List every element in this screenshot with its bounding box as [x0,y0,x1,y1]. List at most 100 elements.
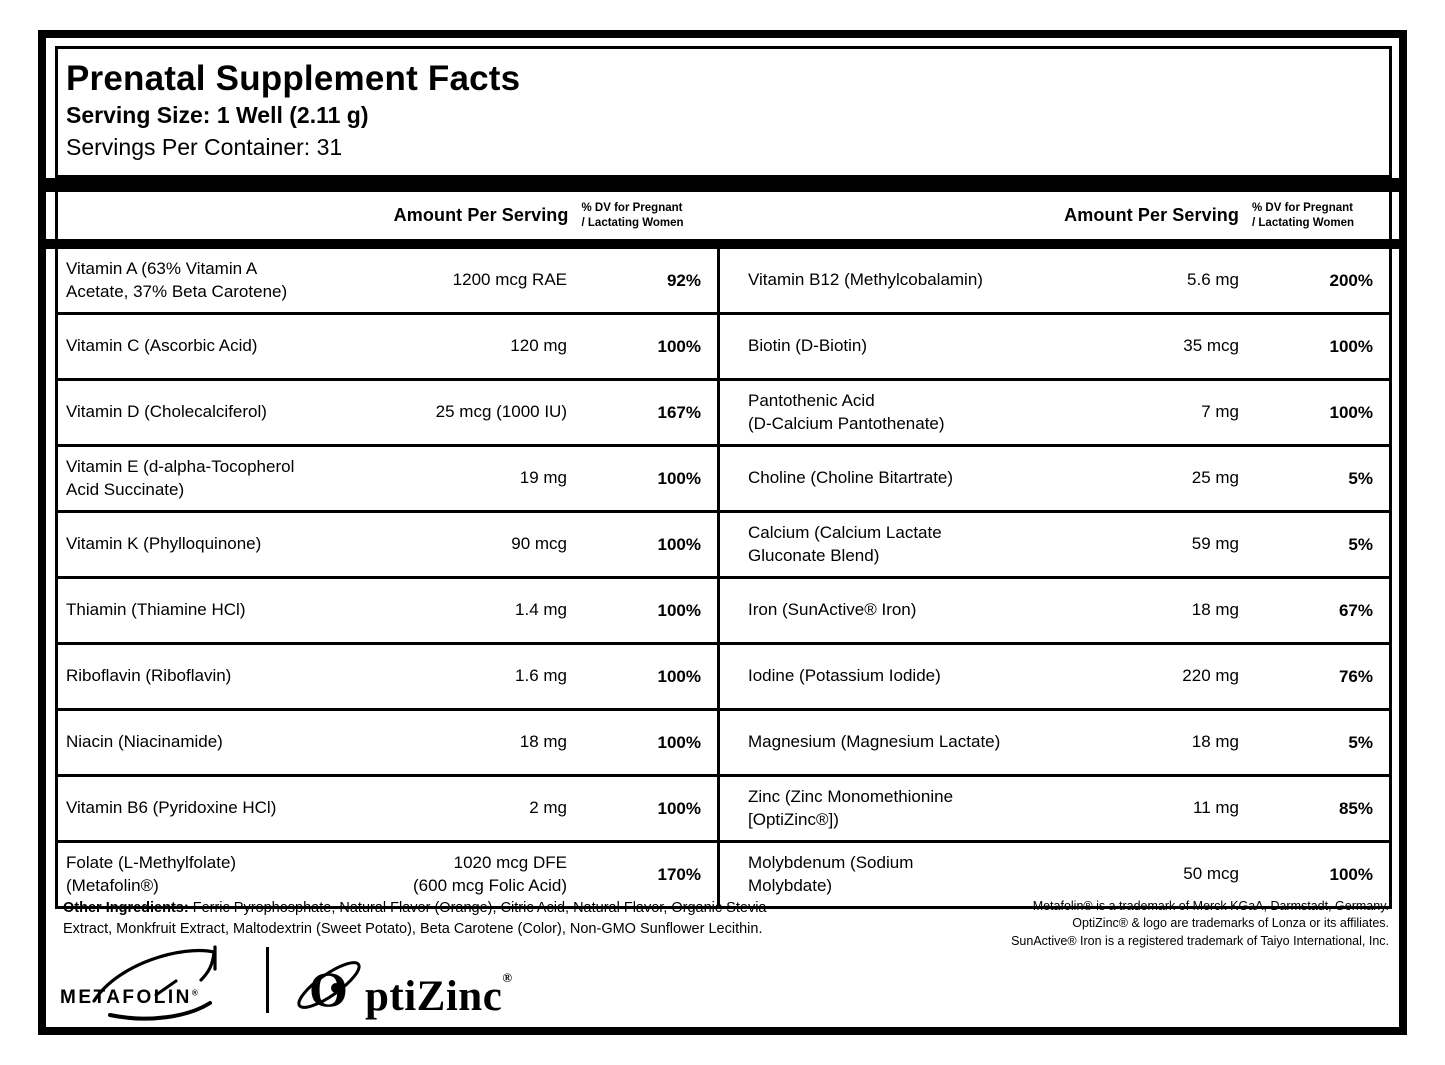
nutrient-dv: 5% [1348,732,1373,752]
nutrient-name: Magnesium (Magnesium Lactate) [748,732,1001,752]
nutrient-dv: 5% [1348,534,1373,554]
table-cell-right: Magnesium (Magnesium Lactate) 18 mg 5% [720,711,1389,774]
nutrient-amount: 2 mg [529,798,567,818]
table-cell-right: Iodine (Potassium Iodide) 220 mg 76% [720,645,1389,708]
amount-per-serving-header: Amount Per Serving [1064,205,1240,225]
nutrient-name: Vitamin K (Phylloquinone) [66,534,262,554]
metafolin-leaf-icon [92,945,217,1021]
table-row: Vitamin D (Cholecalciferol) 25 mcg (1000… [58,378,1389,444]
table-row: Folate (L-Methylfolate) (Metafolin®) 102… [58,840,1389,906]
nutrient-amount: 1.4 mg [515,600,567,620]
nutrient-amount: 50 mcg [1183,864,1239,884]
metafolin-wordmark: METAFOLIN® [60,987,198,1008]
center-divider [717,711,720,774]
table-cell-left: Folate (L-Methylfolate) (Metafolin®) 102… [58,843,717,906]
nutrient-dv: 100% [657,600,701,620]
label-outer-frame: Prenatal Supplement Facts Serving Size: … [38,30,1407,1035]
table-row: Thiamin (Thiamine HCl) 1.4 mg 100% Iron … [58,576,1389,642]
nutrient-amount: 18 mg [519,732,567,752]
nutrient-amount: 1020 mcg DFE (600 mcg Folic Acid) [413,853,567,895]
table-cell-left: Vitamin C (Ascorbic Acid) 120 mg 100% [58,315,717,378]
nutrient-dv: 200% [1329,270,1373,290]
table-cell-right: Biotin (D-Biotin) 35 mcg 100% [720,315,1389,378]
table-cell-left: Riboflavin (Riboflavin) 1.6 mg 100% [58,645,717,708]
other-ingredients-label: Other Ingredients: [63,900,189,916]
nutrient-dv: 100% [1329,336,1373,356]
trademark-notes: Metafolin® is a trademark of Merck KGaA,… [969,898,1389,950]
label-header: Prenatal Supplement Facts Serving Size: … [55,46,1392,178]
center-divider [717,381,720,444]
nutrient-name: Zinc (Zinc Monomethionine [OptiZinc®]) [748,787,954,829]
nutrient-amount: 18 mg [1191,600,1239,620]
table-cell-left: Vitamin D (Cholecalciferol) 25 mcg (1000… [58,381,717,444]
serving-size: Serving Size: 1 Well (2.11 g) [66,102,369,129]
nutrient-dv: 167% [657,402,701,422]
other-ingredients-text: Ferric Pyrophosphate, Natural Flavor (Or… [63,900,767,938]
nutrient-amount: 25 mcg (1000 IU) [435,402,567,422]
nutrient-name: Iron (SunActive® Iron) [748,600,917,620]
nutrient-name: Vitamin A (63% Vitamin A Acetate, 37% Be… [66,259,288,301]
nutrient-name: Folate (L-Methylfolate) (Metafolin®) [66,853,237,895]
nutrient-dv: 100% [657,468,701,488]
table-cell-right: Choline (Choline Bitartrate) 25 mg 5% [720,447,1389,510]
dv-header-line2: / Lactating Women [1252,216,1355,229]
center-divider [717,579,720,642]
metafolin-logo: METAFOLIN® [60,943,260,1023]
nutrient-dv: 170% [657,864,701,884]
nutrient-name: Biotin (D-Biotin) [748,336,868,356]
nutrient-amount: 35 mcg [1183,336,1239,356]
nutrient-amount: 120 mg [510,336,567,356]
servings-per-container: Servings Per Container: 31 [66,133,343,160]
nutrient-amount: 18 mg [1191,732,1239,752]
table-cell-left: Vitamin B6 (Pyridoxine HCl) 2 mg 100% [58,777,717,840]
dv-header-line1: % DV for Pregnant [581,201,683,214]
nutrient-name: Vitamin B12 (Methylcobalamin) [748,270,983,290]
nutrient-amount: 19 mg [519,468,567,488]
nutrient-amount: 5.6 mg [1187,270,1239,290]
registered-mark: ® [502,970,513,985]
nutrient-dv: 100% [1329,864,1373,884]
page-title: Prenatal Supplement Facts [66,59,521,98]
nutrient-amount: 7 mg [1201,402,1239,422]
table-cell-right: Zinc (Zinc Monomethionine [OptiZinc®]) 1… [720,777,1389,840]
optizinc-orbit-o-icon: O [297,961,361,1017]
table-row: Niacin (Niacinamide) 18 mg 100% Magnesiu… [58,708,1389,774]
table-row: Vitamin K (Phylloquinone) 90 mcg 100% Ca… [58,510,1389,576]
column-header-right: Amount Per Serving % DV for Pregnant / L… [722,192,1390,239]
trademark-line: OptiZinc® & logo are trademarks of Lonza… [1072,916,1389,931]
nutrient-dv: 100% [657,336,701,356]
nutrient-amount: 220 mg [1182,666,1239,686]
thick-divider-columns [46,239,1399,249]
nutrient-name: Choline (Choline Bitartrate) [748,468,954,488]
column-header-left: Amount Per Serving % DV for Pregnant / L… [58,192,719,239]
table-cell-right: Vitamin B12 (Methylcobalamin) 5.6 mg 200… [720,249,1389,312]
nutrient-name: Calcium (Calcium Lactate Gluconate Blend… [748,523,942,565]
dv-header: % DV for Pregnant / Lactating Women [569,201,719,231]
nutrient-dv: 100% [1329,402,1373,422]
nutrient-name: Pantothenic Acid (D-Calcium Pantothenate… [748,391,945,433]
nutrient-dv: 92% [666,270,701,290]
supplement-table: Vitamin A (63% Vitamin A Acetate, 37% Be… [55,249,1392,909]
nutrient-name: Riboflavin (Riboflavin) [66,666,232,686]
center-divider [717,249,720,312]
nutrient-name: Vitamin C (Ascorbic Acid) [66,336,258,356]
nutrient-dv: 5% [1348,468,1373,488]
optizinc-wordmark: ptiZinc® [365,970,513,1020]
center-divider [717,645,720,708]
table-row: Vitamin C (Ascorbic Acid) 120 mg 100% Bi… [58,312,1389,378]
dv-header-line2: / Lactating Women [581,216,684,229]
center-divider [717,315,720,378]
nutrient-name: Iodine (Potassium Iodide) [748,666,941,686]
brand-logos: METAFOLIN® O ptiZinc® [60,943,513,1023]
amount-per-serving-header: Amount Per Serving [393,205,569,225]
table-cell-left: Niacin (Niacinamide) 18 mg 100% [58,711,717,774]
table-cell-right: Iron (SunActive® Iron) 18 mg 67% [720,579,1389,642]
center-divider [717,513,720,576]
nutrient-amount: 25 mg [1191,468,1239,488]
table-cell-left: Thiamin (Thiamine HCl) 1.4 mg 100% [58,579,717,642]
nutrient-amount: 1200 mcg RAE [452,270,567,290]
thick-divider-top [46,178,1399,192]
nutrient-dv: 76% [1338,666,1373,686]
center-divider [717,777,720,840]
